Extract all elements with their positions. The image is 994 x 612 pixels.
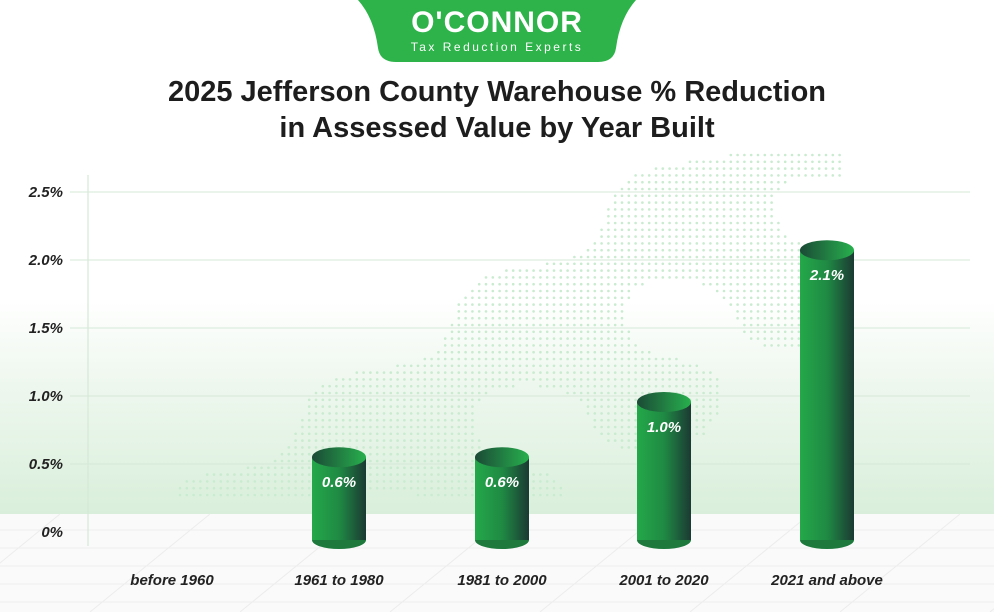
x-tick-label: before 1960 <box>130 572 214 589</box>
oconnor-logo: O'CONNOR Tax Reduction Experts <box>358 0 636 62</box>
floor-line <box>989 608 994 612</box>
y-tick-label: 2.0% <box>28 252 63 269</box>
logo-banner-shape <box>358 0 636 62</box>
y-tick-label: 1.5% <box>29 320 63 337</box>
bar-top <box>475 447 529 468</box>
logo-name: O'CONNOR <box>411 6 583 39</box>
bar <box>637 402 691 540</box>
y-tick-label: 1.0% <box>29 388 63 405</box>
x-tick-label: 1961 to 1980 <box>294 572 384 589</box>
data-label: 1.0% <box>647 419 681 436</box>
x-tick-label: 1981 to 2000 <box>457 572 547 589</box>
floor-line <box>89 513 211 612</box>
bar-top <box>312 447 366 468</box>
data-label: 2.1% <box>809 267 844 284</box>
chart-title-line-1: 2025 Jefferson County Warehouse % Reduct… <box>167 76 826 108</box>
data-label: 0.6% <box>485 474 519 491</box>
world-map-dots <box>178 153 841 497</box>
x-tick-label: 2001 to 2020 <box>618 572 709 589</box>
y-tick-label: 2.5% <box>28 184 63 201</box>
x-tick-label: 2021 and above <box>770 572 883 589</box>
y-tick-label: 0.5% <box>29 456 63 473</box>
floor-line <box>689 513 811 612</box>
bar <box>312 457 366 540</box>
logo-tagline: Tax Reduction Experts <box>410 40 584 54</box>
y-tick-label: 0% <box>41 524 63 541</box>
floor-line <box>839 513 961 612</box>
bar-top <box>637 392 691 412</box>
bar <box>800 250 854 540</box>
chart-title-line-2: in Assessed Value by Year Built <box>279 112 715 144</box>
chart-title: 2025 Jefferson County Warehouse % Reduct… <box>0 74 994 146</box>
bar-top <box>800 240 854 261</box>
bar <box>475 457 529 540</box>
data-label: 0.6% <box>322 474 356 491</box>
